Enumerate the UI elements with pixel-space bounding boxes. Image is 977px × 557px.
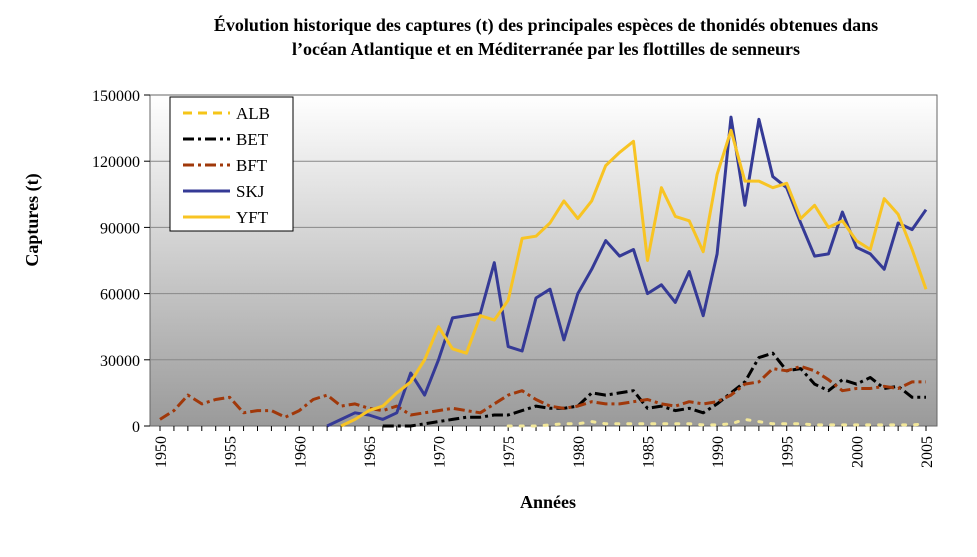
legend: ALB BET BFT SKJ YFT [169,96,294,232]
y-tick-label: 0 [132,419,140,436]
x-tick-label: 1955 [223,436,240,468]
y-tick-label: 150000 [92,88,140,105]
x-tick-label: 1950 [153,436,170,468]
chart-title-line-1: Évolution historique des captures (t) de… [214,14,878,36]
legend-label-bft: BFT [236,156,268,175]
x-tick-label: 2005 [919,436,936,468]
series-layer [159,115,928,428]
x-axis: 1950 1955 1960 1965 1970 1975 1980 1985 1990 1995… [153,426,936,468]
x-tick-label: 1995 [780,436,797,468]
series-line-alb [506,417,928,428]
chart-title-line-2: l’océan Atlantique et en Méditerranée pa… [292,39,800,59]
y-axis: 0 30000 60000 90000 120000 150000 [92,88,150,436]
legend-label-bet: BET [236,130,269,149]
series-line-yft [340,128,928,428]
x-axis-label: Années [520,492,576,512]
y-axis-label: Captures (t) [22,173,43,266]
x-tick-label: 1990 [710,436,727,468]
y-tick-label: 120000 [92,154,140,171]
y-tick-label: 30000 [100,353,140,370]
series-line-bft [159,364,926,421]
legend-label-alb: ALB [236,104,270,123]
legend-label-yft: YFT [236,208,269,227]
x-tick-label: 1985 [640,436,657,468]
x-tick-label: 1960 [292,436,309,468]
x-tick-label: 1965 [362,436,379,468]
x-tick-label: 1970 [432,436,449,468]
legend-label-skj: SKJ [236,182,265,201]
series-line-skj [326,115,928,428]
x-tick-label: 2000 [849,436,866,468]
x-tick-label: 1975 [501,436,518,468]
x-tick-label: 1980 [571,436,588,468]
y-tick-label: 90000 [100,220,140,237]
y-tick-label: 60000 [100,287,140,304]
